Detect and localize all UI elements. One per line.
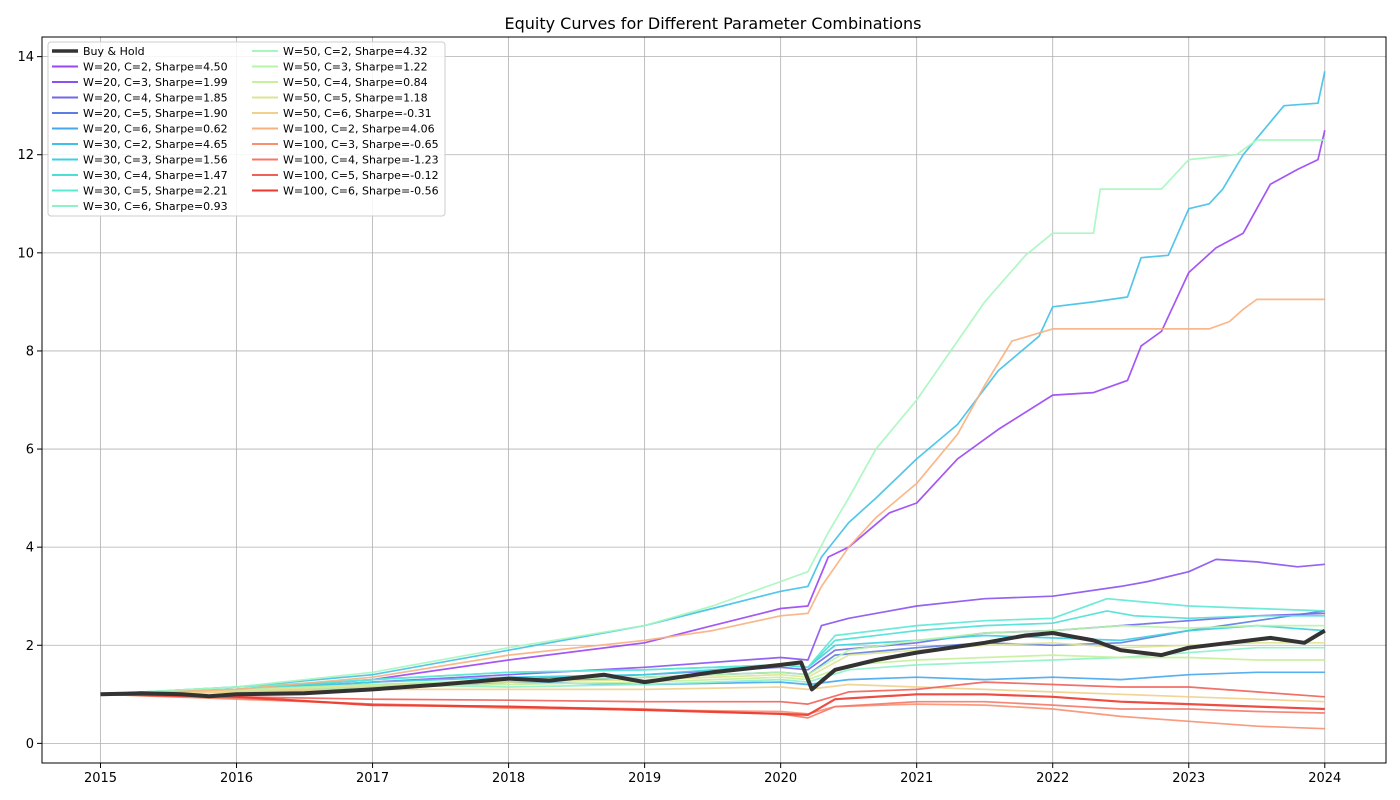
series-line	[100, 298, 1325, 696]
legend-label: W=30, C=2, Sharpe=4.65	[83, 138, 228, 151]
y-tick-label: 8	[26, 344, 34, 359]
x-axis: 2015 2016 2017 2018 2019 2020 2021 2022 2023 2024	[84, 763, 1341, 786]
legend-label: W=100, C=4, Sharpe=-1.23	[283, 154, 439, 167]
y-tick-label: 0	[26, 737, 34, 752]
legend-label: W=20, C=3, Sharpe=1.99	[83, 76, 228, 89]
y-tick-label: 10	[17, 246, 34, 261]
legend-label: W=30, C=4, Sharpe=1.47	[83, 169, 228, 182]
y-tick-label: 6	[26, 443, 34, 458]
legend-label: W=20, C=5, Sharpe=1.90	[83, 107, 228, 120]
legend-label: W=50, C=2, Sharpe=4.32	[283, 45, 428, 58]
x-tick-label: 2022	[1036, 771, 1069, 786]
legend-label: W=30, C=3, Sharpe=1.56	[83, 154, 228, 167]
x-tick-label: 2023	[1172, 771, 1205, 786]
series-line	[100, 130, 1326, 696]
series-lines	[100, 71, 1326, 730]
series-line	[100, 693, 1325, 716]
series-line	[100, 628, 1326, 699]
series-line	[100, 597, 1325, 696]
series-line	[100, 139, 1325, 696]
legend-label: W=30, C=6, Sharpe=0.93	[83, 200, 228, 213]
x-tick-label: 2015	[84, 771, 117, 786]
x-tick-label: 2020	[764, 771, 797, 786]
legend-label: Buy & Hold	[83, 45, 145, 58]
y-axis: 0 2 4 6 8 10 12 14	[17, 50, 42, 752]
series-line	[100, 683, 1325, 703]
x-tick-label: 2016	[220, 771, 253, 786]
y-tick-label: 2	[26, 639, 34, 654]
x-tick-label: 2018	[492, 771, 525, 786]
legend-box	[47, 41, 446, 217]
legend-label: W=100, C=6, Sharpe=-0.56	[283, 185, 439, 198]
chart-title: Equity Curves for Different Parameter Co…	[505, 14, 922, 33]
legend-label: W=100, C=3, Sharpe=-0.65	[283, 138, 439, 151]
legend-label: W=20, C=2, Sharpe=4.50	[83, 61, 228, 74]
legend-label: W=50, C=5, Sharpe=1.18	[283, 92, 428, 105]
legend: Buy & Hold W=20, C=2, Sharpe=4.50 W=20, C=…	[47, 41, 446, 217]
y-tick-label: 14	[17, 50, 34, 65]
plot-frame	[41, 36, 1387, 764]
legend-label: W=100, C=2, Sharpe=4.06	[283, 123, 435, 136]
series-line	[100, 558, 1325, 696]
series-line	[100, 71, 1326, 696]
legend-label: W=30, C=5, Sharpe=2.21	[83, 185, 228, 198]
legend-label: W=100, C=5, Sharpe=-0.12	[283, 169, 439, 182]
x-tick-label: 2021	[900, 771, 933, 786]
legend-label: W=50, C=6, Sharpe=-0.31	[283, 107, 432, 120]
y-tick-label: 12	[17, 148, 34, 163]
legend-label: W=50, C=4, Sharpe=0.84	[283, 76, 428, 89]
y-tick-label: 4	[26, 541, 34, 556]
series-line	[100, 681, 1325, 705]
legend-label: W=20, C=6, Sharpe=0.62	[83, 123, 228, 136]
x-tick-label: 2019	[628, 771, 661, 786]
x-tick-label: 2024	[1308, 771, 1341, 786]
series-line	[100, 624, 1325, 696]
legend-label: W=20, C=4, Sharpe=1.85	[83, 92, 228, 105]
series-line	[100, 624, 1325, 696]
legend-label: W=50, C=3, Sharpe=1.22	[283, 61, 428, 74]
x-tick-label: 2017	[356, 771, 389, 786]
